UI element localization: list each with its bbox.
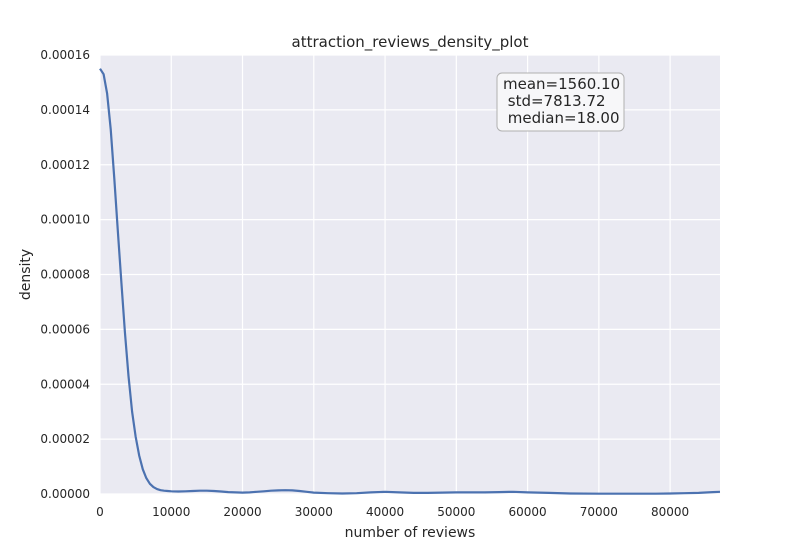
- stats-std-text: std=7813.72: [503, 92, 606, 110]
- chart-title: attraction_reviews_density_plot: [292, 33, 529, 52]
- y-tick-label: 0.00012: [40, 158, 90, 172]
- y-tick-label: 0.00000: [40, 487, 90, 501]
- stats-annotation: mean=1560.10 std=7813.72 median=18.00: [496, 72, 625, 132]
- x-tick-label: 40000: [366, 505, 404, 519]
- x-tick-label: 30000: [295, 505, 333, 519]
- y-tick-label: 0.00008: [40, 268, 90, 282]
- x-tick-label: 10000: [152, 505, 190, 519]
- stats-mean-text: mean=1560.10: [503, 75, 620, 93]
- stats-annotation-box: [496, 72, 625, 132]
- y-tick-label: 0.00006: [40, 322, 90, 336]
- stats-median-text: median=18.00: [503, 109, 620, 127]
- y-tick-label: 0.00002: [40, 432, 90, 446]
- x-tick-label: 0: [96, 505, 104, 519]
- x-tick-label: 60000: [508, 505, 546, 519]
- x-tick-label: 50000: [437, 505, 475, 519]
- y-tick-label: 0.00016: [40, 48, 90, 62]
- y-axis-ticks: 0.00000 0.00002 0.00004 0.00006 0.00008 0.000…: [40, 48, 90, 501]
- density-curve: [99, 68, 721, 495]
- y-axis-title: density: [18, 249, 34, 300]
- x-axis-ticks: 0 10000 20000 30000 40000 50000 60000 70000 8000…: [96, 505, 689, 519]
- x-tick-label: 70000: [580, 505, 618, 519]
- series-layer: [99, 68, 721, 495]
- y-tick-label: 0.00004: [40, 377, 90, 391]
- x-axis-title: number of reviews: [345, 525, 476, 541]
- x-tick-label: 80000: [651, 505, 689, 519]
- y-tick-label: 0.00010: [40, 213, 90, 227]
- x-tick-label: 20000: [223, 505, 261, 519]
- y-tick-label: 0.00014: [40, 103, 90, 117]
